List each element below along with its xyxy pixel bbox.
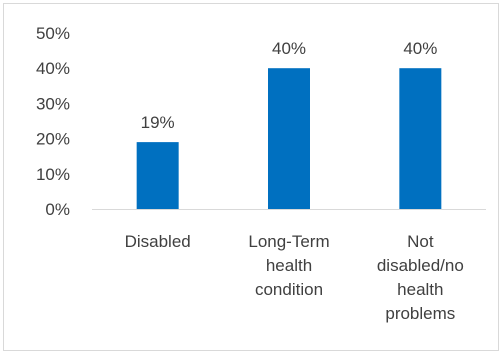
category-label: Disabled bbox=[125, 232, 191, 251]
y-axis-tick-labels: 0% 10% 20% 30% 40% 50% bbox=[36, 24, 70, 219]
bar bbox=[268, 68, 310, 209]
bar-data-label: 19% bbox=[141, 113, 175, 132]
category-label: Not disabled/no health problems bbox=[377, 232, 464, 323]
y-tick-label: 30% bbox=[36, 94, 70, 113]
category-labels-group: Disabled Long-Term health condition Not disab… bbox=[125, 232, 464, 323]
bar-data-label: 40% bbox=[403, 39, 437, 58]
y-tick-label: 0% bbox=[45, 200, 70, 219]
data-labels-group: 19% 40% 40% bbox=[141, 39, 438, 132]
y-tick-label: 10% bbox=[36, 165, 70, 184]
bars-group bbox=[136, 68, 442, 209]
y-tick-label: 40% bbox=[36, 59, 70, 78]
bar bbox=[136, 142, 179, 209]
bar-data-label: 40% bbox=[272, 39, 306, 58]
y-tick-label: 50% bbox=[36, 24, 70, 43]
y-tick-label: 20% bbox=[36, 130, 70, 149]
bar bbox=[399, 68, 442, 209]
category-label: Long-Term health condition bbox=[248, 232, 329, 299]
